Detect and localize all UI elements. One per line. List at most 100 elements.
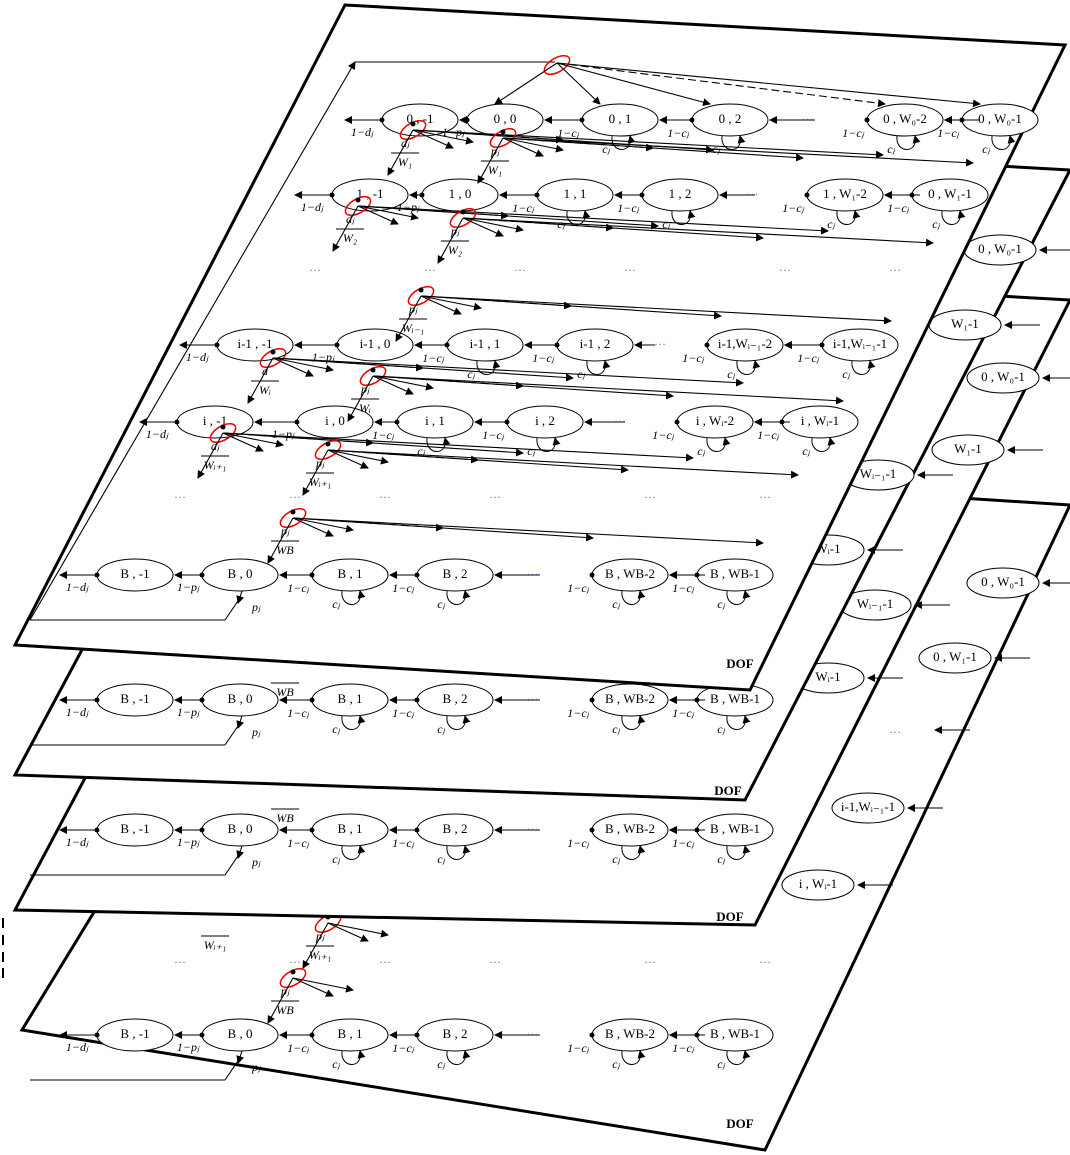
state-label: B , 0 xyxy=(228,691,253,706)
state xyxy=(831,792,905,824)
ellipsis: … xyxy=(759,487,771,501)
edge xyxy=(272,357,574,382)
loop-label: cⱼ xyxy=(717,1057,725,1071)
transition-label: 1−pⱼ xyxy=(272,427,295,441)
state-label: W₁-1 xyxy=(954,441,982,456)
transition-label: 1−pⱼ xyxy=(177,705,200,719)
fraction-denominator: Wᵢ₊₁ xyxy=(309,475,331,489)
state-label: 0 , W₀-1 xyxy=(978,111,1022,126)
state xyxy=(918,642,992,674)
transition-label: 1−cⱼ xyxy=(392,1041,414,1055)
edge xyxy=(412,129,454,149)
state-label: i-1 , -1 xyxy=(237,336,272,351)
ellipsis: … xyxy=(379,952,391,966)
transition-label: 1−cⱼ xyxy=(512,201,534,215)
transition-label: 1−cⱼ xyxy=(887,201,909,215)
edge xyxy=(462,217,504,237)
node-dot xyxy=(589,697,595,703)
transition-label: pⱼ xyxy=(251,600,261,614)
layer-tag: DOF xyxy=(726,1116,754,1131)
loop-label: cⱼ xyxy=(332,852,340,866)
state-label: i , Wᵢ-1 xyxy=(799,876,837,891)
loop-label: cⱼ xyxy=(842,367,850,381)
state-label: i-1,Wᵢ₋₁-1 xyxy=(833,336,887,351)
state-label: 0 , W₀-1 xyxy=(978,241,1022,256)
edge xyxy=(327,922,389,938)
self-loop xyxy=(811,437,836,452)
highlight xyxy=(209,422,237,444)
loop-label: cⱼ xyxy=(332,1057,340,1071)
fraction-denominator: Wᵢ xyxy=(359,401,371,415)
edge xyxy=(420,295,482,311)
loop-label: cⱼ xyxy=(612,722,620,736)
fraction-numerator: pⱼ xyxy=(315,456,325,470)
loop-label: cⱼ xyxy=(827,217,835,231)
edge xyxy=(462,217,524,233)
state-label: B , WB-2 xyxy=(605,566,655,581)
transition-label: 1−dⱼ xyxy=(351,125,374,139)
highlight xyxy=(543,54,571,76)
self-loop xyxy=(446,1050,471,1065)
edge xyxy=(412,129,884,159)
transition-label: 1−cⱼ xyxy=(782,201,804,215)
transition-label: pⱼ xyxy=(251,855,261,869)
edge xyxy=(420,295,892,325)
transition-label: 1−cⱼ xyxy=(672,706,694,720)
node-dot xyxy=(589,827,595,833)
state-label: B , 2 xyxy=(443,1026,468,1041)
edge xyxy=(327,449,629,474)
fraction-numerator: pⱼ xyxy=(490,144,500,158)
node-dot xyxy=(370,367,376,373)
edge xyxy=(327,449,799,479)
state-label: Wᵢ₋₁-1 xyxy=(860,466,897,481)
fraction-denominator: W₁ xyxy=(488,163,502,177)
node-dot xyxy=(418,287,424,293)
state-label: 0 , W₀-1 xyxy=(981,369,1025,384)
state-label: B , 2 xyxy=(443,821,468,836)
loop-label: cⱼ xyxy=(437,722,445,736)
state-label: B , 0 xyxy=(228,566,253,581)
loop-label: cⱼ xyxy=(332,597,340,611)
state-label: B , WB-2 xyxy=(605,691,655,706)
transition-label: 1−cⱼ xyxy=(652,428,674,442)
ellipsis: … xyxy=(889,722,901,736)
loop-label: cⱼ xyxy=(712,142,720,156)
edge xyxy=(222,432,284,448)
edge xyxy=(502,137,564,153)
node-dot xyxy=(290,509,296,515)
edge xyxy=(372,375,434,391)
transition-label: 1−cⱼ xyxy=(392,581,414,595)
edge xyxy=(420,295,722,320)
node-dot xyxy=(804,192,810,198)
layer-plane xyxy=(12,3,1068,692)
state-label: 0 , W₁-1 xyxy=(928,186,972,201)
state-label: 0 , 1 xyxy=(609,111,632,126)
loop-label: cⱼ xyxy=(612,852,620,866)
ellipsis: … xyxy=(889,260,901,274)
ellipsis: … xyxy=(309,260,321,274)
edge xyxy=(462,217,934,247)
highlight xyxy=(259,347,287,369)
node-dot xyxy=(704,342,710,348)
edge xyxy=(462,217,764,242)
self-loop xyxy=(621,1050,646,1065)
state-label: W₁-1 xyxy=(951,316,979,331)
self-loop xyxy=(341,845,366,860)
edge xyxy=(420,295,462,315)
state-label: B , 2 xyxy=(443,566,468,581)
fraction-denominator: Wᵢ₊₁ xyxy=(309,948,331,962)
layer-tag: DOF xyxy=(714,783,742,798)
node-dot xyxy=(355,197,361,203)
edge xyxy=(292,977,334,997)
self-loop xyxy=(621,590,646,605)
loop-label: cⱼ xyxy=(982,142,990,156)
fraction-denominator: W₂ xyxy=(448,243,462,257)
self-loop xyxy=(536,437,561,452)
loop-label: cⱼ xyxy=(577,367,585,381)
node-dot xyxy=(589,1032,595,1038)
state-label: Wᵢ₋₁-1 xyxy=(857,596,894,611)
state xyxy=(931,434,1005,466)
loop-label: cⱼ xyxy=(887,142,895,156)
transition-label: 1−cⱼ xyxy=(567,1041,589,1055)
transition-label: pⱼ xyxy=(251,1060,261,1074)
